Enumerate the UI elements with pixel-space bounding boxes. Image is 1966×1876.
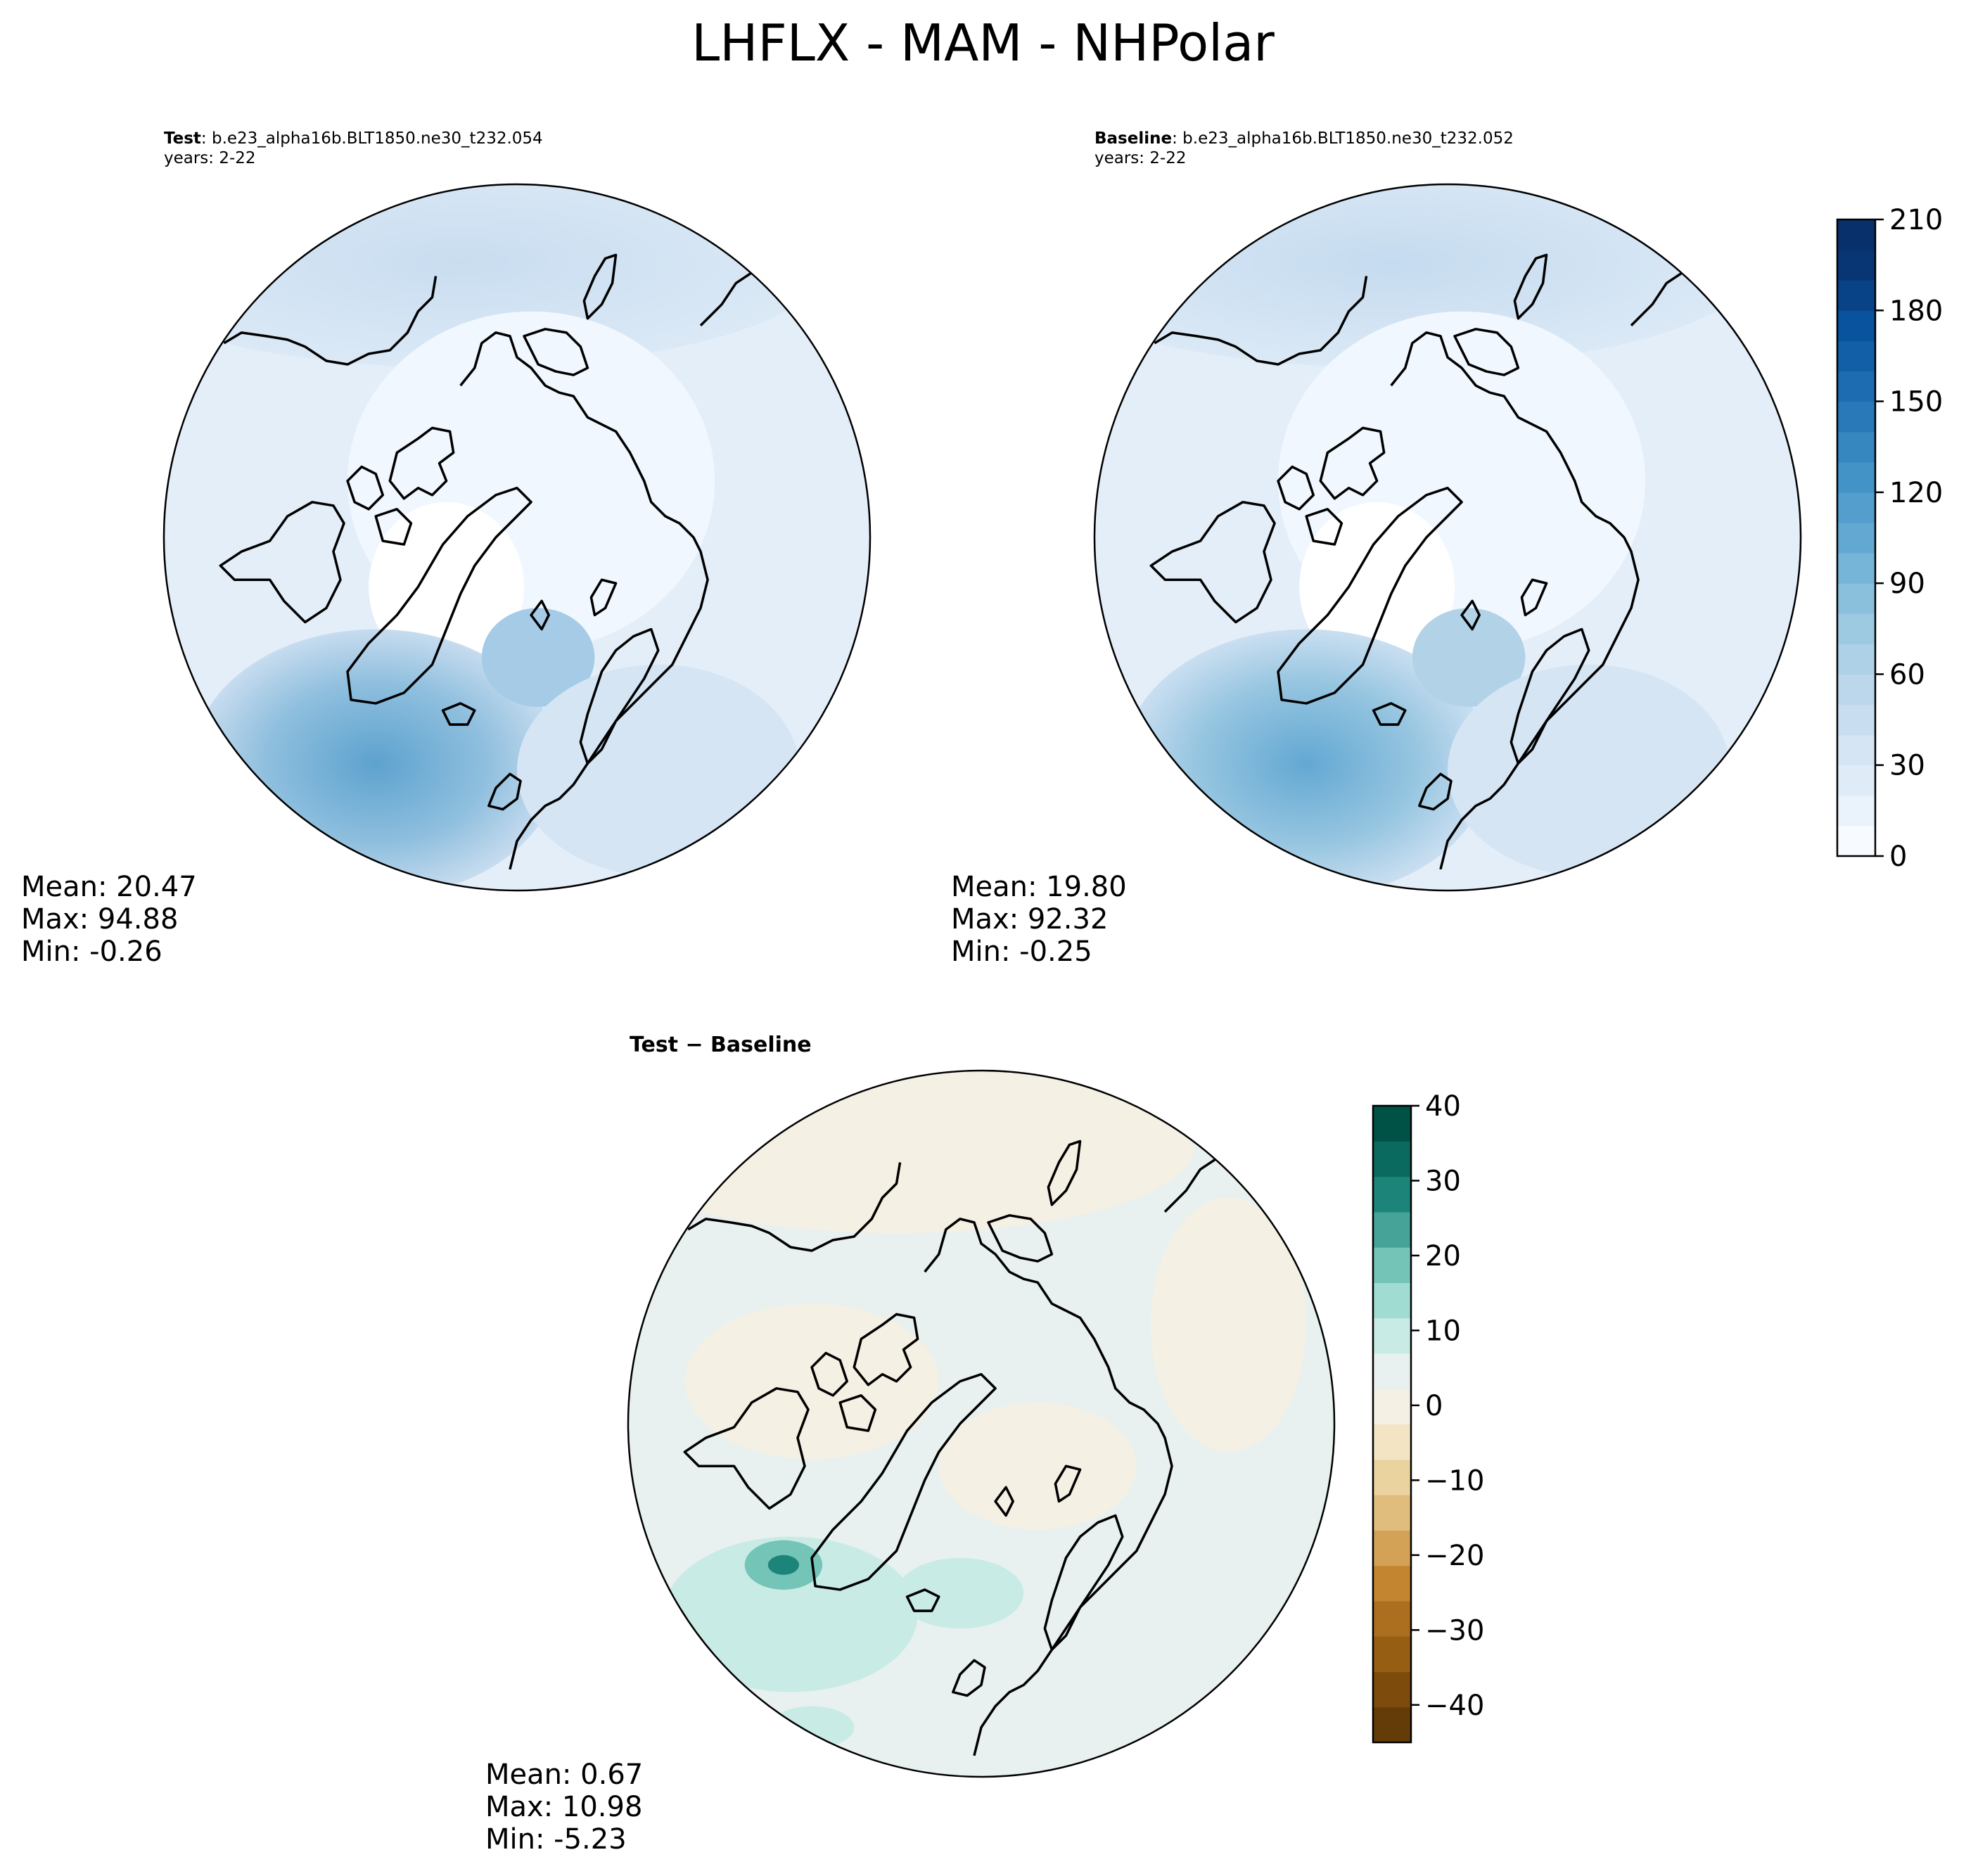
map-boundary — [1093, 183, 1802, 892]
colorbar-segment — [1837, 795, 1875, 827]
baseline-mean: Mean: 19.80 — [951, 871, 1127, 903]
map-boundary — [162, 183, 872, 892]
colorbar-segment — [1373, 1389, 1411, 1425]
colorbar-segment — [1837, 825, 1875, 857]
colorbar-segment — [1837, 250, 1875, 281]
colorbar-tick-label: 0 — [1425, 1390, 1443, 1422]
colorbar-segment — [1837, 674, 1875, 706]
colorbar-tick-label: −30 — [1425, 1614, 1484, 1647]
test-case-name: : b.e23_alpha16b.BLT1850.ne30_t232.054 — [200, 129, 543, 148]
difference-mean: Mean: 0.67 — [485, 1759, 644, 1791]
difference-min: Min: -5.23 — [485, 1823, 627, 1856]
test-case-label: Test: b.e23_alpha16b.BLT1850.ne30_t232.0… — [164, 129, 543, 148]
colorbar-tick-label: −10 — [1425, 1465, 1484, 1497]
map-boundary — [627, 1069, 1336, 1778]
colorbar-tick-label: 120 — [1889, 477, 1943, 509]
test-mean: Mean: 20.47 — [21, 871, 197, 903]
difference-map — [627, 1069, 1336, 1778]
colorbar-segment — [1837, 310, 1875, 341]
test-min: Min: -0.26 — [21, 936, 162, 968]
colorbar-tick-label: 180 — [1889, 295, 1943, 327]
nordic-field — [481, 608, 595, 707]
test-max: Max: 94.88 — [21, 903, 179, 936]
colorbar-segment — [1373, 1176, 1411, 1213]
colorbar-segment — [1373, 1706, 1411, 1743]
colorbar-segment — [1837, 583, 1875, 614]
colorbar-segment — [1373, 1600, 1411, 1637]
difference-max: Max: 10.98 — [485, 1791, 643, 1823]
colorbar-tick-label: −20 — [1425, 1540, 1484, 1572]
colorbar-tick-label: 10 — [1425, 1315, 1461, 1347]
colorbar-tick-label: 150 — [1889, 386, 1943, 419]
baseline-years: years: 2-22 — [1094, 149, 1187, 167]
baseline-max: Max: 92.32 — [951, 903, 1109, 936]
colorbar-segment — [1373, 1282, 1411, 1319]
colorbar-segment — [1373, 1636, 1411, 1673]
atlantic-pos-field — [663, 1536, 918, 1692]
colorbar-tick-label: 90 — [1889, 568, 1925, 600]
baseline-min: Min: -0.25 — [951, 936, 1092, 968]
colorbar-segment — [1837, 644, 1875, 675]
colorbar-tick-label: 210 — [1889, 204, 1943, 236]
colorbar-segment — [1837, 371, 1875, 402]
colorbar-segment — [1837, 492, 1875, 523]
test-years: years: 2-22 — [164, 149, 256, 167]
colorbar-segment — [1837, 553, 1875, 584]
baseline-map — [1093, 183, 1802, 892]
baseline-label: Baseline — [1094, 129, 1173, 148]
pacific-neg-field — [628, 1071, 1194, 1233]
colorbar-segment — [1373, 1565, 1411, 1602]
colorbar-segment — [1373, 1495, 1411, 1531]
colorbar-segment — [1373, 1106, 1411, 1142]
colorbar-segment — [1373, 1353, 1411, 1389]
colorbar-segment — [1373, 1530, 1411, 1566]
colorbar-tick-label: 40 — [1425, 1090, 1461, 1123]
colorbar-tick-label: 30 — [1889, 750, 1925, 782]
colorbar-segment — [1373, 1211, 1411, 1248]
colorbar-tick-label: 30 — [1425, 1165, 1461, 1197]
colorbar-frame — [1372, 1104, 1412, 1744]
figure-title: LHFLX - MAM - NHPolar — [691, 13, 1275, 72]
colorbar-segment — [1373, 1671, 1411, 1708]
colorbar-segment — [1837, 734, 1875, 766]
colorbar-tick-label: −40 — [1425, 1690, 1484, 1722]
colorbar-segment — [1837, 431, 1875, 463]
colorbar-segment — [1837, 280, 1875, 311]
colorbar-tick-label: 0 — [1889, 841, 1907, 873]
colorbar-segment — [1837, 522, 1875, 554]
colorbar-segment — [1373, 1317, 1411, 1354]
difference-stats: Mean: 0.67 Max: 10.98 Min: -5.23 — [485, 1759, 643, 1856]
main-colorbar: 0 30 60 90 120 150 180 210 — [1836, 204, 1943, 873]
test-stats: Mean: 20.47 Max: 94.88 Min: -0.26 — [21, 871, 197, 968]
colorbar-segment — [1373, 1141, 1411, 1178]
greenland-field — [369, 502, 525, 672]
colorbar-segment — [1373, 1424, 1411, 1460]
colorbar-tick-label: 60 — [1889, 658, 1925, 691]
colorbar-tick-label: 20 — [1425, 1240, 1461, 1272]
baseline-stats: Mean: 19.80 Max: 92.32 Min: -0.25 — [951, 871, 1127, 968]
colorbar-segment — [1837, 340, 1875, 372]
colorbar-segment — [1837, 461, 1875, 493]
difference-title: Test − Baseline — [630, 1033, 812, 1057]
colorbar-segment — [1373, 1459, 1411, 1495]
colorbar-frame — [1836, 218, 1877, 857]
test-map — [162, 183, 872, 892]
colorbar-segment — [1837, 401, 1875, 433]
colorbar-segment — [1837, 704, 1875, 736]
colorbar-segment — [1373, 1247, 1411, 1283]
test-label: Test — [164, 129, 201, 148]
difference-colorbar: −40 −30 −20 −10 0 10 20 30 40 — [1372, 1090, 1484, 1744]
baseline-case-label: Baseline: b.e23_alpha16b.BLT1850.ne30_t2… — [1094, 129, 1514, 148]
colorbar-segment — [1837, 219, 1875, 250]
colorbar-segment — [1837, 613, 1875, 644]
baseline-case-name: : b.e23_alpha16b.BLT1850.ne30_t232.052 — [1172, 129, 1514, 148]
colorbar-segment — [1837, 765, 1875, 796]
